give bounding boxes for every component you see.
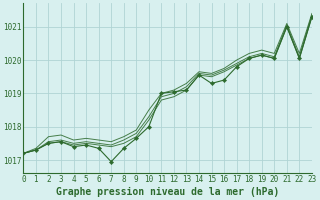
X-axis label: Graphe pression niveau de la mer (hPa): Graphe pression niveau de la mer (hPa) <box>56 186 279 197</box>
